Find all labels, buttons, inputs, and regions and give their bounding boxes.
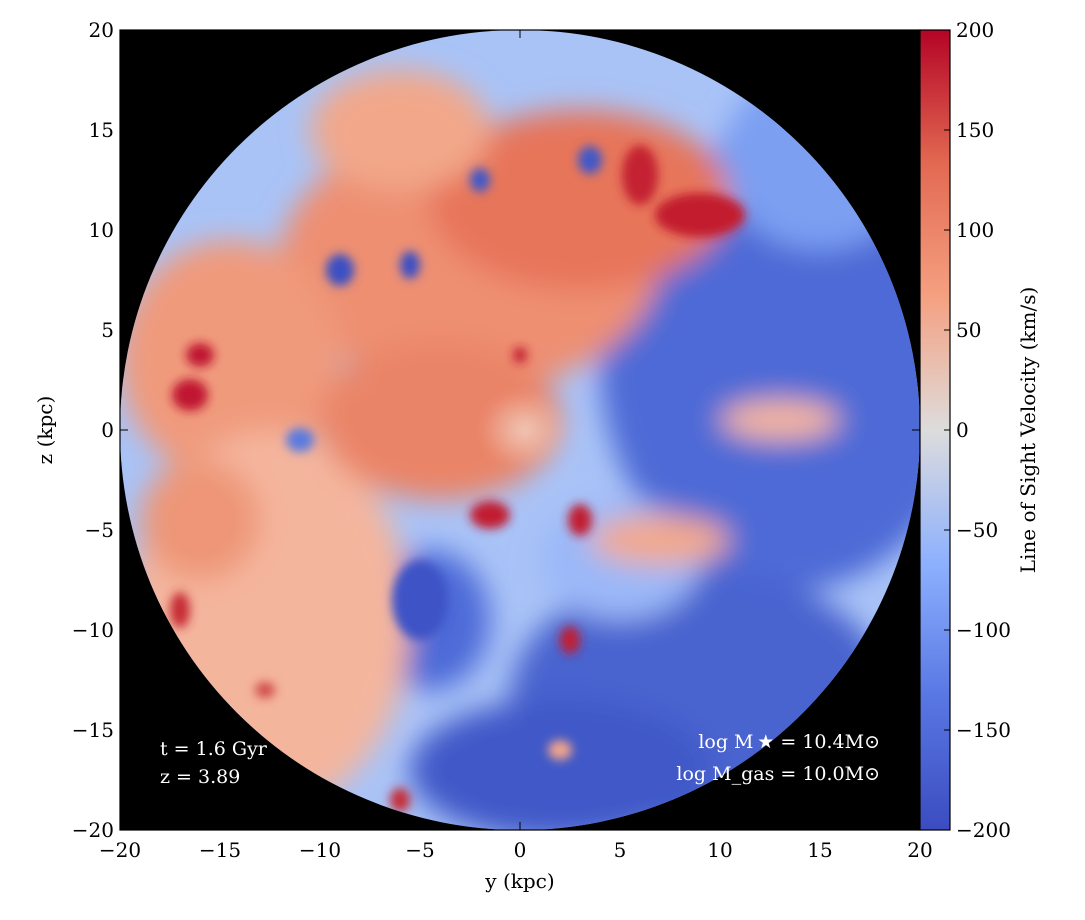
y-tick-label: 15 [89, 118, 114, 142]
x-tick-label: −20 [99, 838, 141, 862]
colorbar-tick-label: 200 [956, 18, 994, 42]
colorbar-tick-label: 150 [956, 118, 994, 142]
colorbar-tick-label: −100 [956, 618, 1011, 642]
velocity-disk [120, 30, 920, 830]
x-tick-label: −5 [405, 838, 434, 862]
colorbar-label: Line of Sight Velocity (km/s) [1016, 287, 1040, 574]
y-axis-label: z (kpc) [33, 396, 57, 465]
y-tick-label: −5 [85, 518, 114, 542]
colorbar-tick-label: −150 [956, 718, 1011, 742]
x-axis-label: y (kpc) [484, 869, 554, 893]
y-tick-label: −15 [72, 718, 114, 742]
colorbar-tick-label: 100 [956, 218, 994, 242]
x-tick-label: −15 [199, 838, 241, 862]
colorbar-tick-label: 50 [956, 318, 981, 342]
colorbar-tick-label: −50 [956, 518, 998, 542]
x-tick-label: −10 [299, 838, 341, 862]
y-tick-label: 0 [101, 418, 114, 442]
colorbar-tick-label: −200 [956, 818, 1011, 842]
y-tick-label: −20 [72, 818, 114, 842]
x-tick-label: 15 [807, 838, 832, 862]
colorbar-tick-label: 0 [956, 418, 969, 442]
colorbar-ticks: −200 −150 −100 −50 0 50 100 150 200 [944, 18, 1011, 842]
y-tick-label: −10 [72, 618, 114, 642]
time-annotation: t = 1.6 Gyr [160, 738, 268, 760]
x-tick-label: 10 [707, 838, 732, 862]
redshift-annotation: z = 3.89 [160, 766, 240, 788]
x-tick-label: 5 [614, 838, 627, 862]
x-axis-ticks: −20 −15 −10 −5 0 5 10 15 20 [99, 30, 933, 862]
y-tick-label: 10 [89, 218, 114, 242]
y-tick-label: 5 [101, 318, 114, 342]
x-tick-label: 0 [514, 838, 527, 862]
gas-mass-annotation: log M_gas = 10.0M⊙ [676, 763, 880, 785]
stellar-mass-annotation: log M ★ = 10.4M⊙ [698, 731, 880, 753]
x-tick-label: 20 [907, 838, 932, 862]
y-axis-ticks: −20 −15 −10 −5 0 5 10 15 20 [72, 18, 920, 842]
y-tick-label: 20 [89, 18, 114, 42]
